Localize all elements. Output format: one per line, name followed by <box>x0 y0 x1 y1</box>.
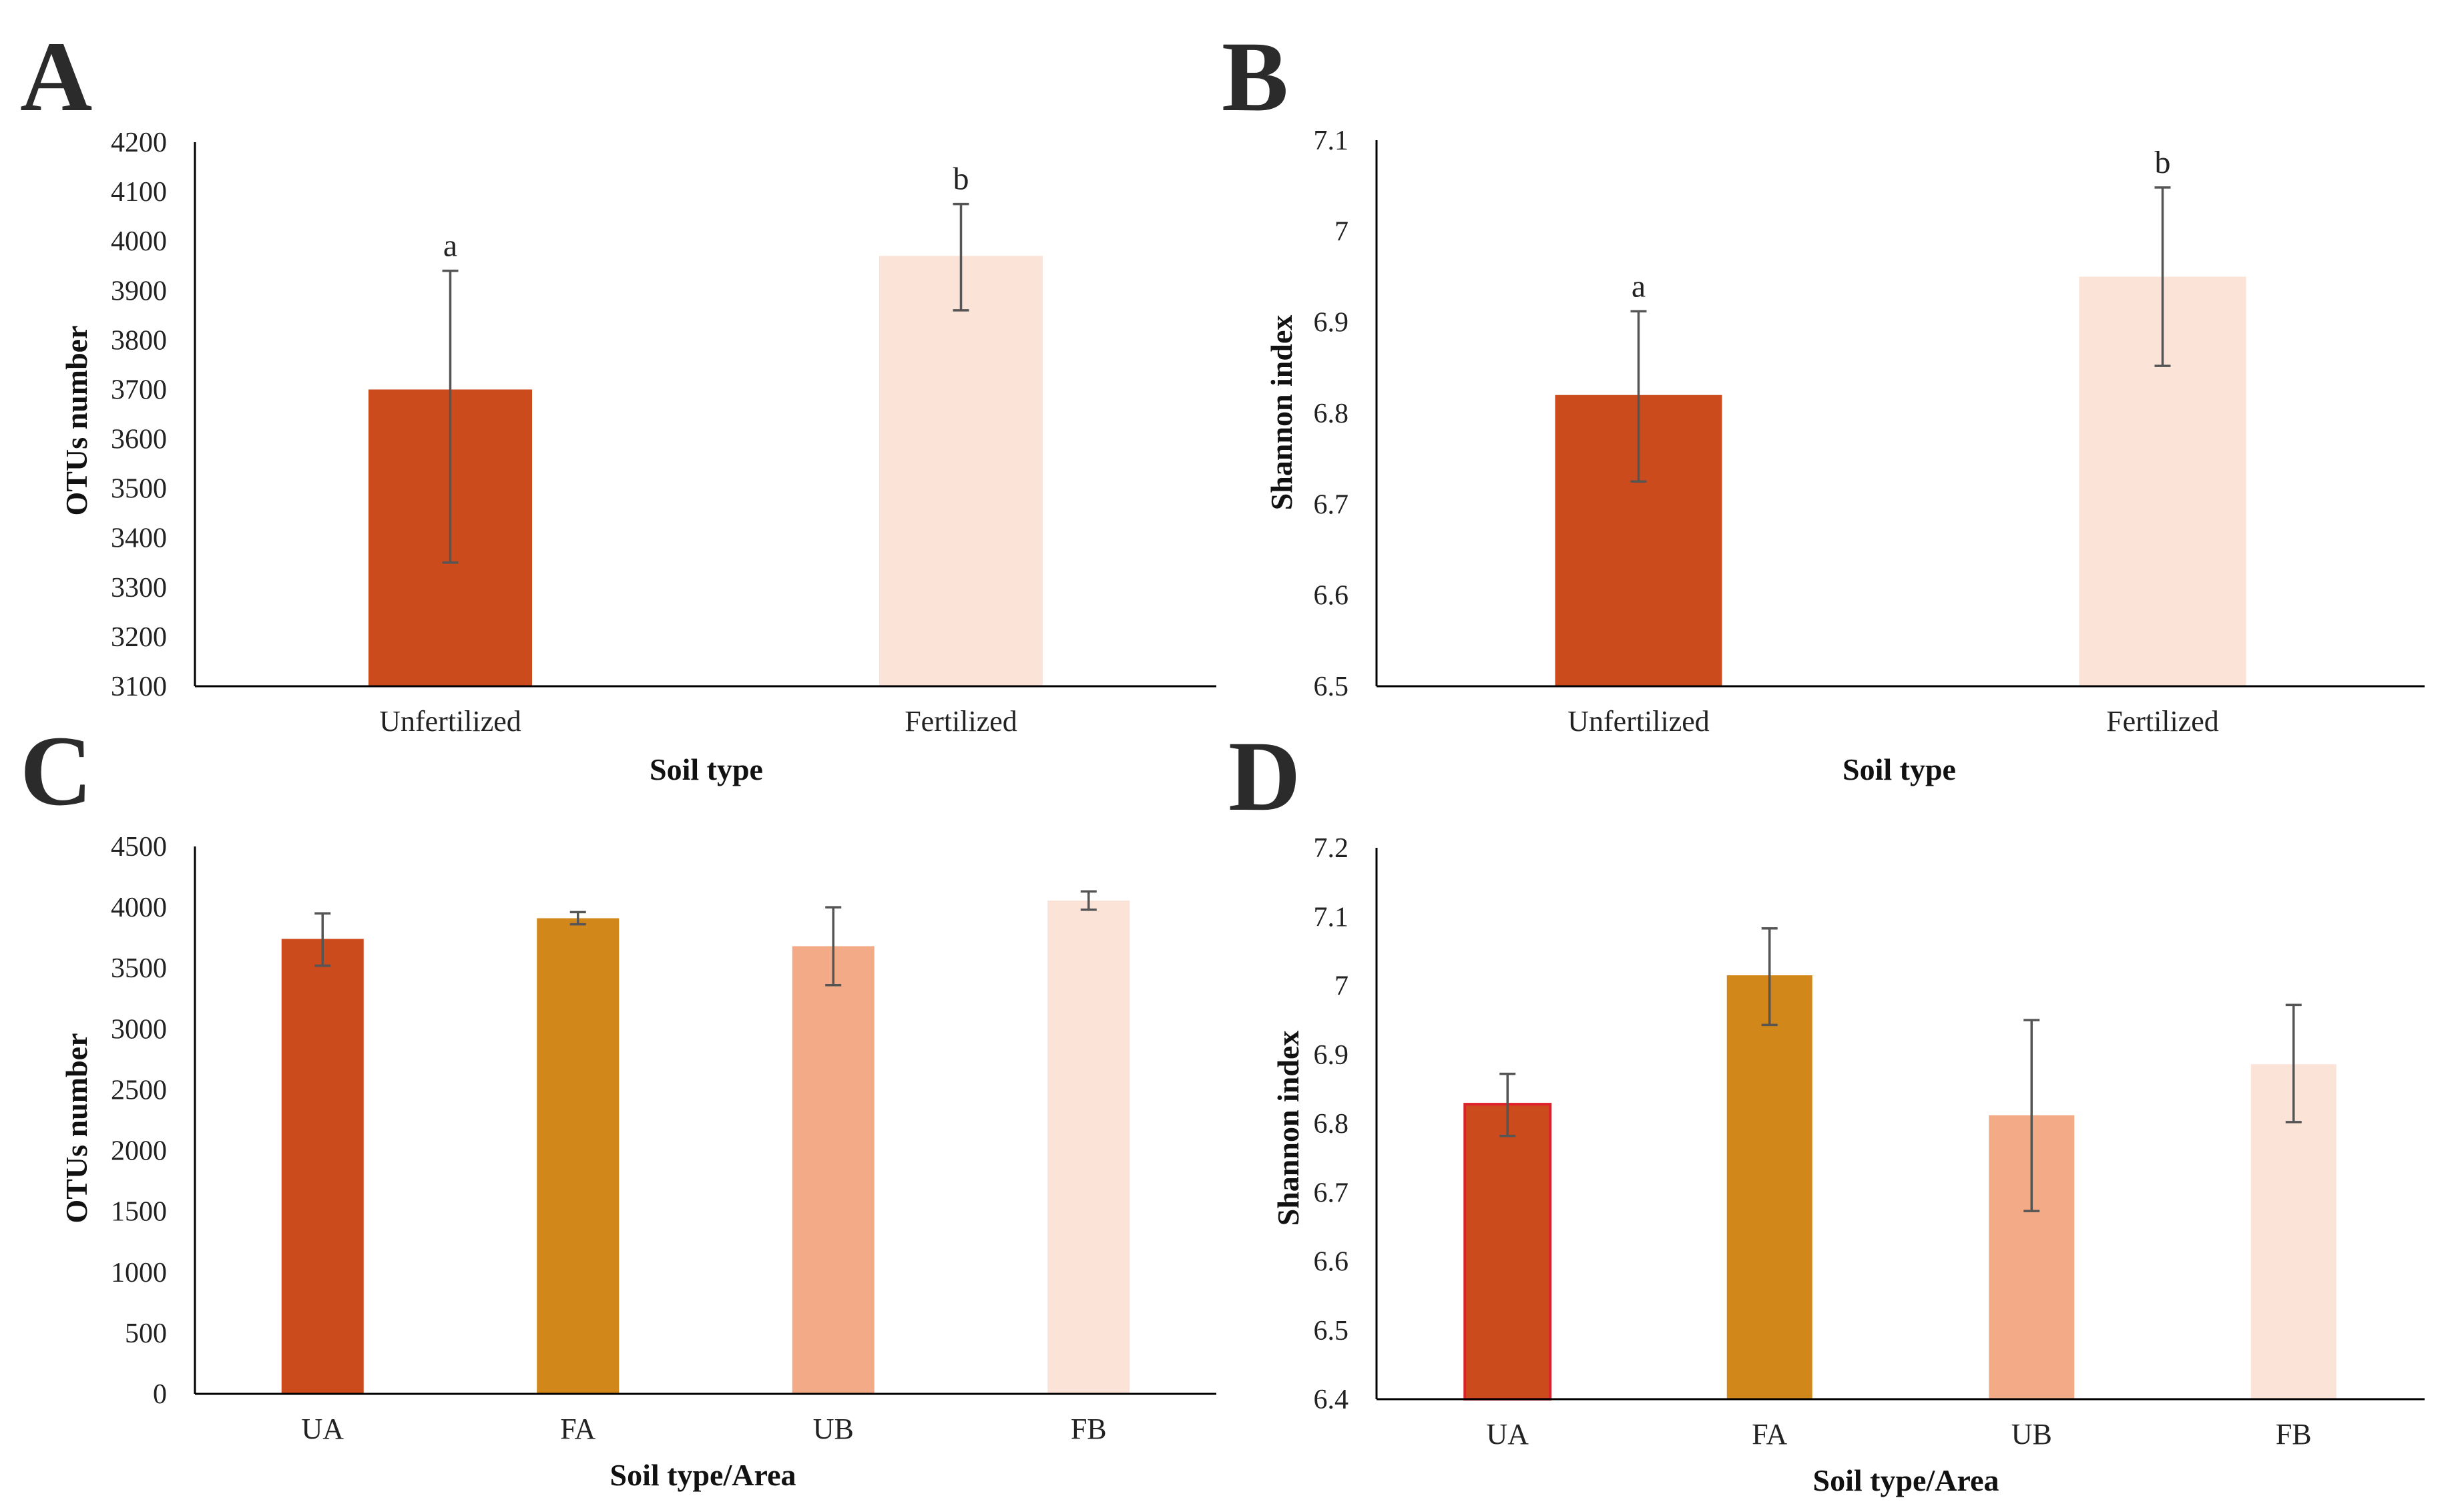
panel-b-bars: a Unfertilized b Fertilized <box>1555 145 2246 738</box>
y-tick-label: 3600 <box>111 425 167 455</box>
panel-b: B 6.5 6.6 6.7 6.8 6.9 7 7.1 a Unfertilized b Fert… <box>1222 21 2425 786</box>
y-tick-label: 6.7 <box>1314 489 1349 520</box>
y-tick-label: 3500 <box>111 474 167 505</box>
panel-d-yticks: 6.4 6.5 6.6 6.7 6.8 6.9 7 7.1 7.2 <box>1314 833 1349 1415</box>
panel-c: C 0 500 1000 1500 2000 2500 3000 3500 4000 4500 U… <box>20 716 1216 1492</box>
y-tick-label: 3100 <box>111 672 167 702</box>
category-label: UB <box>2011 1418 2052 1451</box>
y-tick-label: 4200 <box>111 128 167 158</box>
y-tick-label: 1000 <box>111 1258 167 1288</box>
significance-label: b <box>953 162 969 197</box>
bar <box>1463 1103 1552 1401</box>
y-tick-label: 2000 <box>111 1136 167 1167</box>
y-tick-label: 7.2 <box>1314 833 1349 864</box>
bar <box>879 256 1043 687</box>
y-tick-label: 6.8 <box>1314 1109 1349 1140</box>
bar <box>281 939 364 1394</box>
category-label: FA <box>1752 1418 1787 1451</box>
category-label: FA <box>560 1413 595 1445</box>
panel-letter-d: D <box>1228 721 1300 832</box>
y-tick-label: 6.9 <box>1314 1040 1349 1071</box>
panel-a-bars: a Unfertilized b Fertilized <box>368 162 1043 738</box>
panel-a-xlabel: Soil type <box>650 752 763 786</box>
panel-b-xlabel: Soil type <box>1842 752 1956 786</box>
y-tick-label: 3900 <box>111 276 167 306</box>
y-tick-label: 4000 <box>111 226 167 257</box>
y-tick-label: 6.9 <box>1314 308 1349 338</box>
panel-letter-c: C <box>20 716 92 826</box>
y-tick-label: 6.6 <box>1314 1247 1349 1278</box>
y-tick-label: 6.5 <box>1314 1316 1349 1346</box>
panel-a-ylabel: OTUs number <box>59 326 93 516</box>
panel-b-ylabel: Shannon index <box>1264 315 1298 511</box>
y-tick-label: 7.1 <box>1314 125 1349 156</box>
y-tick-label: 6.7 <box>1314 1178 1349 1208</box>
category-label: FB <box>2276 1418 2312 1451</box>
y-tick-label: 3000 <box>111 1014 167 1045</box>
significance-label: b <box>2155 145 2171 180</box>
category-label: FB <box>1071 1413 1107 1445</box>
category-label: UA <box>1486 1418 1529 1451</box>
panel-b-yticks: 6.5 6.6 6.7 6.8 6.9 7 7.1 <box>1314 125 1349 702</box>
bar <box>537 918 620 1394</box>
y-tick-label: 7 <box>1334 971 1348 1002</box>
y-tick-label: 6.4 <box>1314 1384 1349 1415</box>
bar <box>792 946 875 1394</box>
y-tick-label: 1500 <box>111 1197 167 1228</box>
y-tick-label: 3500 <box>111 953 167 984</box>
y-tick-label: 4500 <box>111 832 167 862</box>
panel-a: A 3100 3200 3300 3400 3500 3600 3700 3800 3900 40… <box>20 21 1216 786</box>
y-tick-label: 2500 <box>111 1075 167 1105</box>
y-tick-label: 6.6 <box>1314 581 1349 611</box>
panel-letter-b: B <box>1222 21 1288 132</box>
significance-label: a <box>1632 268 1646 304</box>
panel-d-bars: UA FA UB FB <box>1463 927 2336 1451</box>
bar <box>1726 975 1812 1399</box>
category-label: Unfertilized <box>379 705 521 738</box>
category-label: Fertilized <box>2106 705 2219 738</box>
category-label: UA <box>301 1413 344 1445</box>
y-tick-label: 3300 <box>111 573 167 603</box>
y-tick-label: 3400 <box>111 523 167 554</box>
y-tick-label: 6.8 <box>1314 399 1349 429</box>
y-tick-label: 7.1 <box>1314 902 1349 933</box>
y-tick-label: 4100 <box>111 177 167 208</box>
bar <box>1047 901 1130 1394</box>
panel-c-bars: UA FA UB FB <box>281 890 1130 1445</box>
panel-d-xlabel: Soil type/Area <box>1813 1463 1999 1497</box>
category-label: Fertilized <box>905 705 1017 738</box>
y-tick-label: 0 <box>153 1379 167 1410</box>
y-tick-label: 500 <box>125 1318 167 1349</box>
panel-c-xlabel: Soil type/Area <box>610 1458 796 1492</box>
panel-letter-a: A <box>20 21 92 132</box>
y-tick-label: 7 <box>1334 216 1348 247</box>
y-tick-label: 3800 <box>111 325 167 356</box>
panel-d-ylabel: Shannon index <box>1271 1031 1305 1226</box>
panel-a-yticks: 3100 3200 3300 3400 3500 3600 3700 3800 3900 4000… <box>111 128 167 702</box>
category-label: UB <box>813 1413 854 1445</box>
y-tick-label: 6.5 <box>1314 672 1349 702</box>
panel-d: D 6.4 6.5 6.6 6.7 6.8 6.9 7 7.1 7.2 UA FA UB FB Soi… <box>1228 721 2425 1497</box>
y-tick-label: 3200 <box>111 622 167 653</box>
significance-label: a <box>443 228 457 264</box>
y-tick-label: 3700 <box>111 374 167 405</box>
category-label: Unfertilized <box>1567 705 1710 738</box>
panel-c-yticks: 0 500 1000 1500 2000 2500 3000 3500 4000 4500 <box>111 832 167 1410</box>
panel-c-ylabel: OTUs number <box>59 1033 93 1224</box>
y-tick-label: 4000 <box>111 893 167 923</box>
